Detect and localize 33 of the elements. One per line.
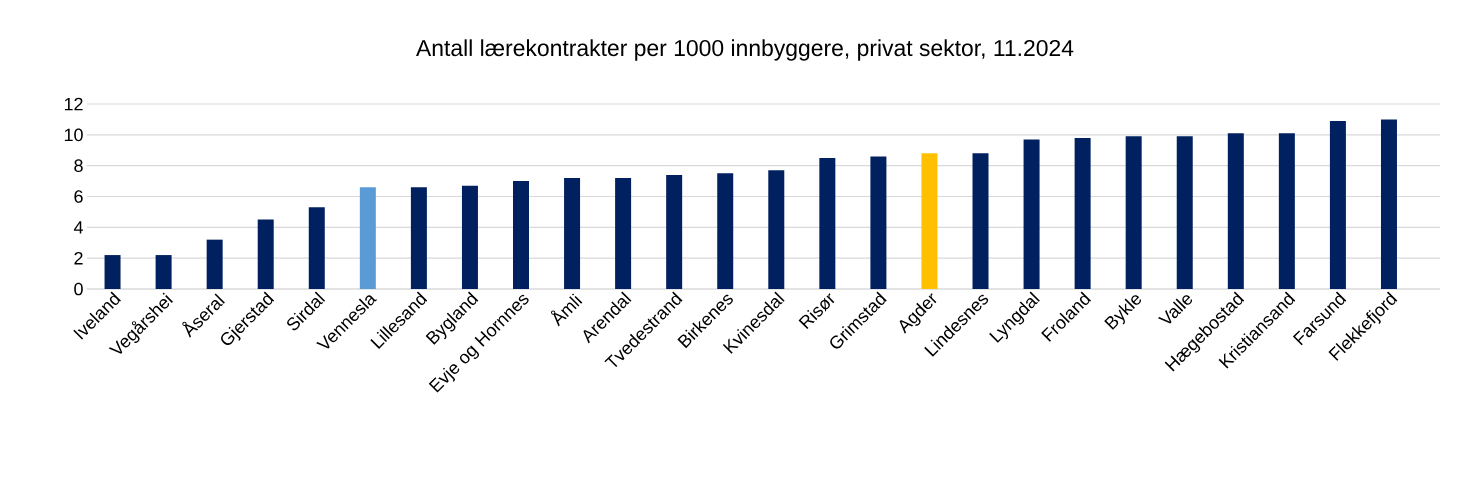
- y-tick-label: 6: [74, 190, 83, 203]
- bar: [819, 157, 836, 289]
- bar: [1176, 136, 1193, 289]
- bar: [972, 153, 989, 289]
- bar: [615, 177, 632, 289]
- bar: [206, 239, 223, 289]
- bar: [768, 170, 785, 289]
- chart-title: Antall lærekontrakter per 1000 innbyggere, privat sektor, 11.2024: [416, 39, 1074, 61]
- bar: [155, 255, 172, 289]
- y-tick-label: 2: [74, 251, 83, 265]
- bar: [257, 219, 274, 289]
- bar: [308, 207, 325, 289]
- bar: [921, 153, 938, 289]
- bar: [1329, 120, 1346, 289]
- bar: [104, 255, 121, 289]
- bar: [717, 173, 734, 289]
- bar: [461, 185, 478, 289]
- y-tick-label: 10: [64, 128, 83, 142]
- bar: [666, 174, 683, 289]
- y-tick-label: 12: [64, 97, 83, 111]
- bar: [1023, 139, 1040, 289]
- bar: [1125, 136, 1142, 289]
- bar: [410, 187, 427, 289]
- y-tick-label: 8: [74, 159, 83, 172]
- bar: [1074, 137, 1091, 289]
- bar: [1227, 133, 1244, 289]
- y-tick-label: 4: [73, 221, 83, 234]
- bar: [564, 177, 581, 289]
- bar: [1278, 133, 1295, 289]
- bar: [513, 181, 529, 289]
- bar: [1380, 119, 1397, 289]
- bar: [870, 156, 887, 289]
- bar: [359, 187, 376, 289]
